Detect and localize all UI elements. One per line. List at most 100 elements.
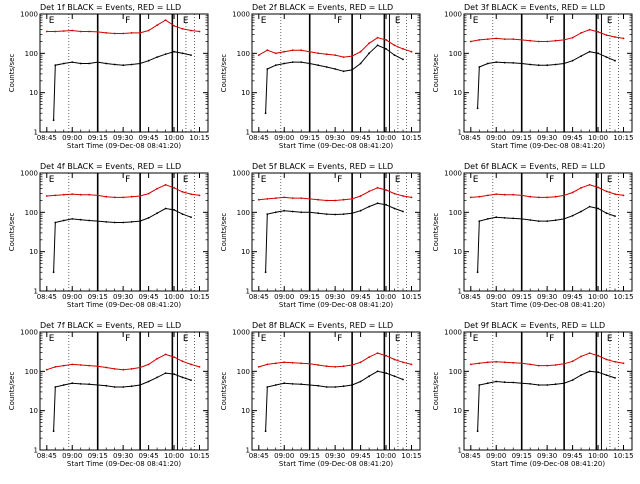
y-tick-label: 10 <box>241 248 250 256</box>
flag-label: E <box>183 16 189 26</box>
y-axis-label: Counts/sec <box>432 54 440 93</box>
x-tick-label: 10:00 <box>376 452 396 460</box>
series-events-point <box>317 212 320 215</box>
series-lld-point <box>486 38 489 40</box>
series-lld-point <box>495 37 498 40</box>
series-events-point <box>605 374 608 376</box>
series-lld-point <box>139 32 142 34</box>
series-events-point <box>283 62 286 65</box>
x-tick-label: 09:30 <box>537 452 557 460</box>
series-lld-point <box>622 362 625 365</box>
series-lld-point <box>554 364 557 366</box>
panel-title: Det 3f BLACK = Events, RED = LLD <box>464 3 605 12</box>
series-lld-point <box>351 364 353 366</box>
x-axis-label: Start Time (09-Dec-08 08:41:20) <box>67 460 181 468</box>
series-lld-point <box>45 195 48 197</box>
y-tick-label: 100 <box>449 209 462 217</box>
series-lld-point <box>368 356 370 358</box>
y-tick-label: 10 <box>453 248 462 256</box>
series-events-point <box>266 386 269 388</box>
series-lld-point <box>257 366 260 368</box>
x-tick-label: 10:00 <box>164 134 184 142</box>
y-axis-label: Counts/sec <box>220 54 228 93</box>
series-events-point <box>130 63 133 66</box>
series-lld-point <box>563 362 565 365</box>
y-tick-label: 1 <box>458 288 462 296</box>
x-tick-label: 10:15 <box>189 134 209 142</box>
series-lld-point <box>190 193 192 196</box>
flag-label: E <box>395 175 401 185</box>
y-tick-label: 1 <box>246 129 250 137</box>
series-events-point <box>368 52 370 55</box>
series-lld-point <box>605 358 608 361</box>
series-events-point <box>393 207 396 210</box>
series-lld-point <box>469 196 472 199</box>
series-lld-point <box>503 38 506 40</box>
series-events-line <box>477 206 616 273</box>
series-lld-point <box>342 56 345 58</box>
series-lld-point <box>130 32 133 34</box>
series-lld-point <box>554 39 557 42</box>
series-lld-point <box>71 29 74 32</box>
x-tick-label: 08:45 <box>249 293 269 301</box>
series-events-point <box>385 48 387 50</box>
series-events-point <box>62 62 65 65</box>
series-events-point <box>88 219 91 222</box>
panel-title: Det 1f BLACK = Events, RED = LLD <box>40 3 181 12</box>
x-tick-label: 09:45 <box>351 134 371 142</box>
series-lld-point <box>181 360 184 363</box>
series-lld-point <box>520 362 523 365</box>
series-lld-point <box>334 366 337 368</box>
series-lld-point <box>156 187 159 190</box>
y-tick-label: 1 <box>246 447 250 455</box>
series-events-point <box>597 52 599 55</box>
series-lld-point <box>368 42 370 45</box>
series-lld-point <box>181 191 184 193</box>
x-tick-label: 10:00 <box>376 293 396 301</box>
series-lld-point <box>283 196 286 199</box>
series-events-point <box>164 53 167 56</box>
y-axis-label: Counts/sec <box>8 213 16 252</box>
y-tick-label: 1 <box>458 129 462 137</box>
series-events-point <box>520 218 523 220</box>
series-events-line <box>265 202 404 273</box>
flag-label: F <box>337 175 342 185</box>
series-events-point <box>52 119 55 122</box>
series-lld-point <box>274 197 277 200</box>
series-events-point <box>156 376 159 379</box>
x-tick-label: 10:00 <box>164 452 184 460</box>
series-lld-point <box>563 39 565 41</box>
series-events-line <box>265 370 404 432</box>
series-events-point <box>173 209 176 211</box>
series-lld-point <box>164 353 167 356</box>
series-events-point <box>571 59 574 62</box>
series-events-point <box>614 377 616 379</box>
x-axis-label: Start Time (09-Dec-08 08:41:20) <box>67 301 181 309</box>
y-tick-label: 10 <box>453 407 462 415</box>
x-tick-label: 08:45 <box>37 452 57 460</box>
x-tick-label: 09:45 <box>139 134 159 142</box>
x-tick-label: 09:30 <box>325 293 345 301</box>
x-tick-label: 09:30 <box>325 134 345 142</box>
series-lld-point <box>571 360 574 363</box>
series-events-point <box>264 112 267 115</box>
series-lld-point <box>410 363 413 366</box>
series-lld-point <box>54 366 57 368</box>
x-tick-label: 09:45 <box>139 452 159 460</box>
series-events-point <box>546 384 549 386</box>
series-lld-point <box>520 194 523 197</box>
series-lld-point <box>520 39 523 41</box>
series-lld-point <box>351 55 353 57</box>
series-events-point <box>164 207 167 210</box>
series-events-point <box>325 66 328 68</box>
series-events-point <box>190 54 192 56</box>
series-lld-point <box>113 196 116 199</box>
series-lld-point <box>283 50 286 53</box>
series-lld-point <box>45 368 48 371</box>
flag-label: E <box>49 16 55 26</box>
series-lld-point <box>198 30 201 33</box>
series-events-line <box>53 51 192 121</box>
series-lld-point <box>266 49 269 52</box>
series-events-line <box>477 370 616 432</box>
